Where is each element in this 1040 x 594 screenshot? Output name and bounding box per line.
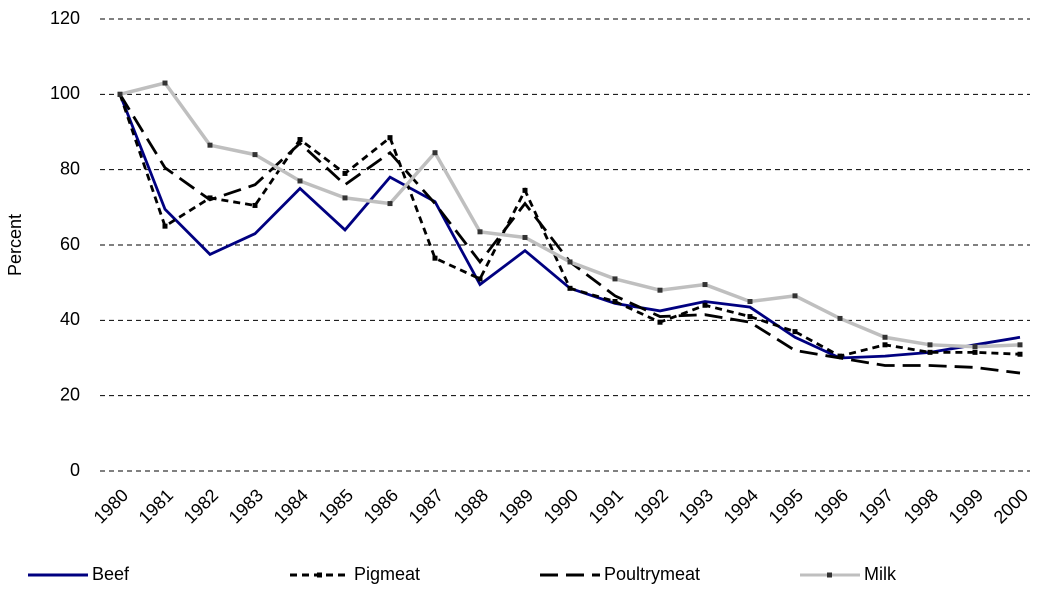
point-marker (387, 135, 393, 141)
legend-label: Poultrymeat (604, 564, 700, 584)
y-tick-label: 60 (60, 234, 80, 254)
point-marker (837, 353, 843, 359)
point-marker (972, 349, 978, 355)
point-marker (477, 276, 483, 282)
point-marker (432, 150, 438, 156)
x-tick-label: 1982 (180, 485, 222, 527)
point-marker (837, 315, 843, 321)
point-marker (972, 344, 978, 350)
legend-marker (827, 572, 832, 578)
x-tick-label: 1993 (675, 485, 717, 527)
legend-marker (317, 572, 322, 578)
point-marker (342, 170, 348, 176)
point-marker (612, 276, 618, 282)
x-tick-label: 1991 (585, 485, 627, 527)
point-marker (477, 229, 483, 235)
point-marker (297, 137, 303, 143)
x-tick-label: 1995 (765, 485, 807, 527)
point-marker (567, 259, 573, 265)
point-marker (612, 299, 618, 304)
point-marker (657, 319, 663, 325)
point-marker (252, 152, 258, 158)
point-marker (702, 302, 708, 308)
legend-label: Pigmeat (354, 564, 420, 584)
y-tick-label: 20 (60, 384, 80, 404)
series-line (118, 93, 1021, 360)
x-tick-label: 1987 (405, 485, 447, 527)
x-tick-label: 1999 (945, 485, 987, 527)
point-marker (792, 293, 798, 299)
point-marker (882, 342, 888, 348)
point-marker (162, 223, 168, 229)
y-tick-label: 80 (60, 158, 80, 178)
y-tick-label: 120 (50, 8, 80, 28)
point-marker (882, 334, 888, 340)
point-marker (747, 314, 753, 320)
x-tick-label: 1986 (360, 485, 402, 527)
point-marker (207, 142, 213, 148)
y-tick-label: 0 (70, 460, 80, 480)
legend-label: Milk (864, 564, 897, 584)
point-marker (252, 202, 258, 208)
x-tick-label: 1990 (540, 485, 582, 527)
x-tick-label: 1996 (810, 485, 852, 527)
point-marker (522, 234, 528, 240)
point-marker (387, 201, 393, 207)
point-marker (1017, 351, 1023, 357)
point-marker (747, 299, 753, 304)
point-marker (342, 195, 348, 201)
x-tick-label: 1985 (315, 485, 357, 527)
series-line (119, 81, 1021, 349)
x-tick-label: 1998 (900, 485, 942, 527)
x-tick-label: 1992 (630, 485, 672, 527)
x-tick-label: 1997 (855, 485, 897, 527)
x-tick-label: 1984 (270, 485, 312, 527)
x-tick-label: 1989 (495, 485, 537, 527)
point-marker (927, 349, 933, 355)
x-tick-label: 1988 (450, 485, 492, 527)
point-marker (432, 255, 438, 261)
y-tick-label: 100 (50, 83, 80, 103)
point-marker (162, 80, 168, 86)
point-marker (297, 178, 303, 184)
point-marker (522, 187, 528, 193)
point-marker (567, 285, 573, 291)
x-tick-label: 2000 (990, 485, 1032, 527)
y-tick-label: 40 (60, 309, 80, 329)
point-marker (792, 329, 798, 335)
point-marker (927, 342, 933, 348)
point-marker (117, 91, 123, 97)
point-marker (207, 195, 213, 201)
legend-label: Beef (92, 564, 130, 584)
x-tick-label: 1980 (90, 485, 132, 527)
point-marker (657, 287, 663, 293)
series-line (118, 93, 1021, 358)
point-marker (1017, 342, 1023, 348)
point-marker (702, 282, 708, 288)
y-axis-label: Percent (5, 214, 25, 276)
x-tick-label: 1983 (225, 485, 267, 527)
x-tick-label: 1981 (135, 485, 177, 527)
x-tick-label: 1994 (720, 485, 762, 527)
